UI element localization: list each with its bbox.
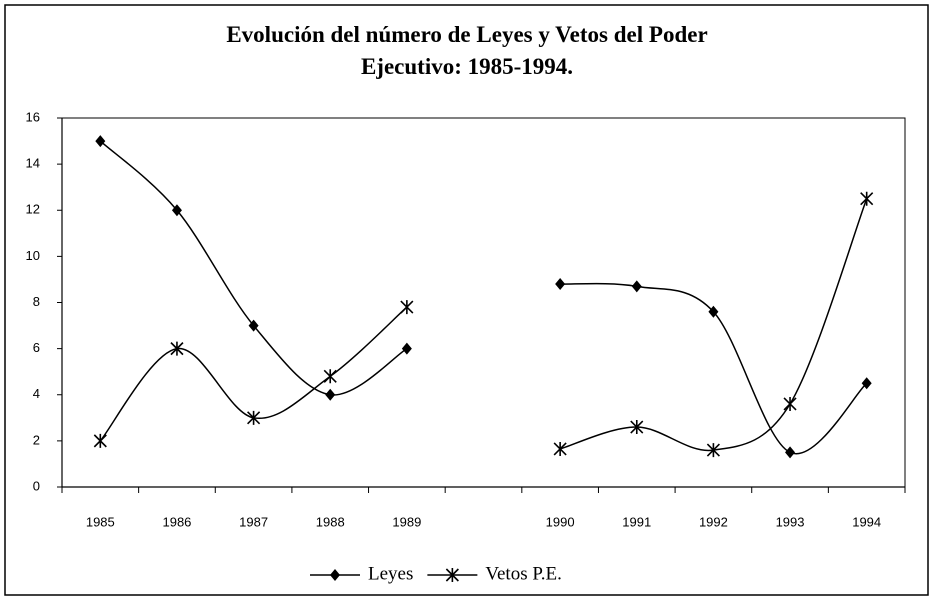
x-tick-label: 1985	[86, 514, 115, 529]
x-tick-label: 1992	[699, 514, 728, 529]
x-tick-label: 1993	[776, 514, 805, 529]
marker-asterisk	[706, 443, 720, 458]
marker-asterisk	[783, 396, 797, 411]
y-tick-label: 2	[33, 432, 40, 447]
marker-asterisk	[553, 441, 567, 456]
chart-subtitle: Ejecutivo: 1985-1994.	[361, 54, 573, 79]
marker-diamond	[555, 278, 566, 291]
marker-diamond	[708, 305, 719, 318]
y-tick-label: 12	[26, 202, 40, 217]
marker-diamond	[95, 135, 106, 148]
plot-frame	[62, 117, 906, 487]
y-tick-label: 6	[33, 340, 40, 355]
marker-asterisk	[860, 191, 874, 206]
x-tick-label: 1991	[622, 514, 651, 529]
x-tick-label: 1989	[392, 514, 421, 529]
marker-diamond	[248, 319, 259, 332]
marker-diamond	[785, 446, 796, 459]
chart-border	[4, 4, 929, 596]
x-tick-label: 1987	[239, 514, 268, 529]
y-tick-label: 0	[33, 478, 40, 493]
y-tick-label: 14	[26, 156, 40, 171]
marker-asterisk	[93, 433, 107, 448]
marker-asterisk	[630, 420, 644, 435]
legend-marker	[330, 569, 340, 581]
x-tick-label: 1986	[162, 514, 191, 529]
y-tick-label: 10	[26, 248, 40, 263]
legend-marker	[445, 568, 459, 582]
x-tick-label: 1988	[316, 514, 345, 529]
y-tick-label: 4	[33, 386, 40, 401]
marker-asterisk	[170, 341, 184, 356]
marker-asterisk	[247, 410, 261, 425]
chart-title: Evolución del número de Leyes y Vetos de…	[226, 22, 707, 47]
marker-diamond	[861, 377, 872, 390]
y-tick-label: 16	[26, 109, 40, 124]
legend-label: Vetos P.E.	[485, 563, 562, 584]
series-line	[99, 140, 868, 455]
marker-asterisk	[400, 300, 414, 315]
marker-asterisk	[323, 369, 337, 384]
x-tick-label: 1994	[852, 514, 881, 529]
x-tick-label: 1990	[546, 514, 575, 529]
marker-diamond	[325, 388, 336, 401]
marker-diamond	[401, 342, 412, 355]
series-line	[99, 198, 868, 452]
marker-diamond	[171, 204, 182, 217]
marker-diamond	[631, 280, 642, 293]
legend-label: Leyes	[368, 563, 413, 584]
y-tick-label: 8	[33, 294, 40, 309]
